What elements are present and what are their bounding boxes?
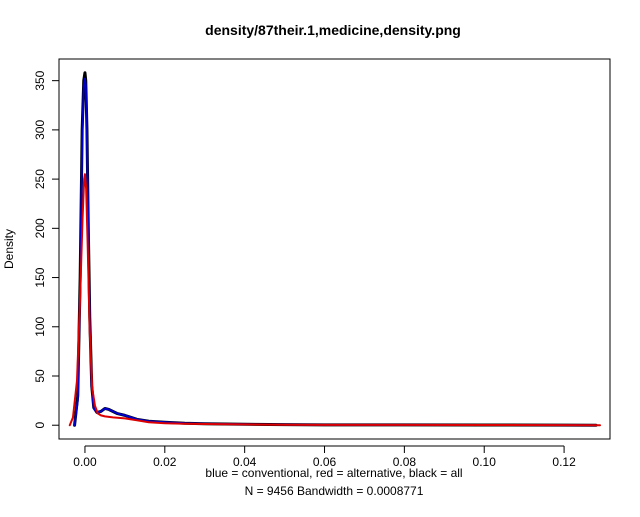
- x-tick-label: 0.08: [393, 455, 417, 469]
- x-axis-label-line2: N = 9456 Bandwidth = 0.0008771: [245, 484, 424, 498]
- x-tick-label: 0.02: [153, 455, 177, 469]
- y-tick-label: 350: [33, 70, 47, 90]
- x-axis-label-line1: blue = conventional, red = alternative, …: [205, 466, 462, 480]
- y-tick-label: 150: [33, 267, 47, 287]
- series-line-all: [73, 71, 598, 427]
- x-tick-label: 0.00: [73, 455, 97, 469]
- series-layer: [68, 71, 602, 427]
- x-tick-label: 0.12: [552, 455, 576, 469]
- x-tick-label: 0.10: [473, 455, 497, 469]
- y-axis: 0 50 100 150 200 250 300 350: [33, 70, 60, 429]
- y-tick-label: 50: [33, 369, 47, 383]
- y-axis-label: Density: [2, 229, 16, 269]
- y-tick-label: 200: [33, 218, 47, 238]
- x-axis: 0.00 0.02 0.04 0.06 0.08 0.10 0.12: [73, 445, 576, 469]
- x-tick-label: 0.06: [313, 455, 337, 469]
- chart-title: density/87their.1,medicine,density.png: [205, 22, 461, 38]
- y-tick-label: 0: [33, 422, 47, 429]
- series-line-alternative: [68, 173, 602, 427]
- x-tick-label: 0.04: [233, 455, 257, 469]
- y-tick-label: 250: [33, 169, 47, 189]
- plot-box: [58, 58, 611, 440]
- series-line-conventional: [73, 77, 598, 427]
- y-tick-label: 300: [33, 120, 47, 140]
- y-tick-label: 100: [33, 316, 47, 336]
